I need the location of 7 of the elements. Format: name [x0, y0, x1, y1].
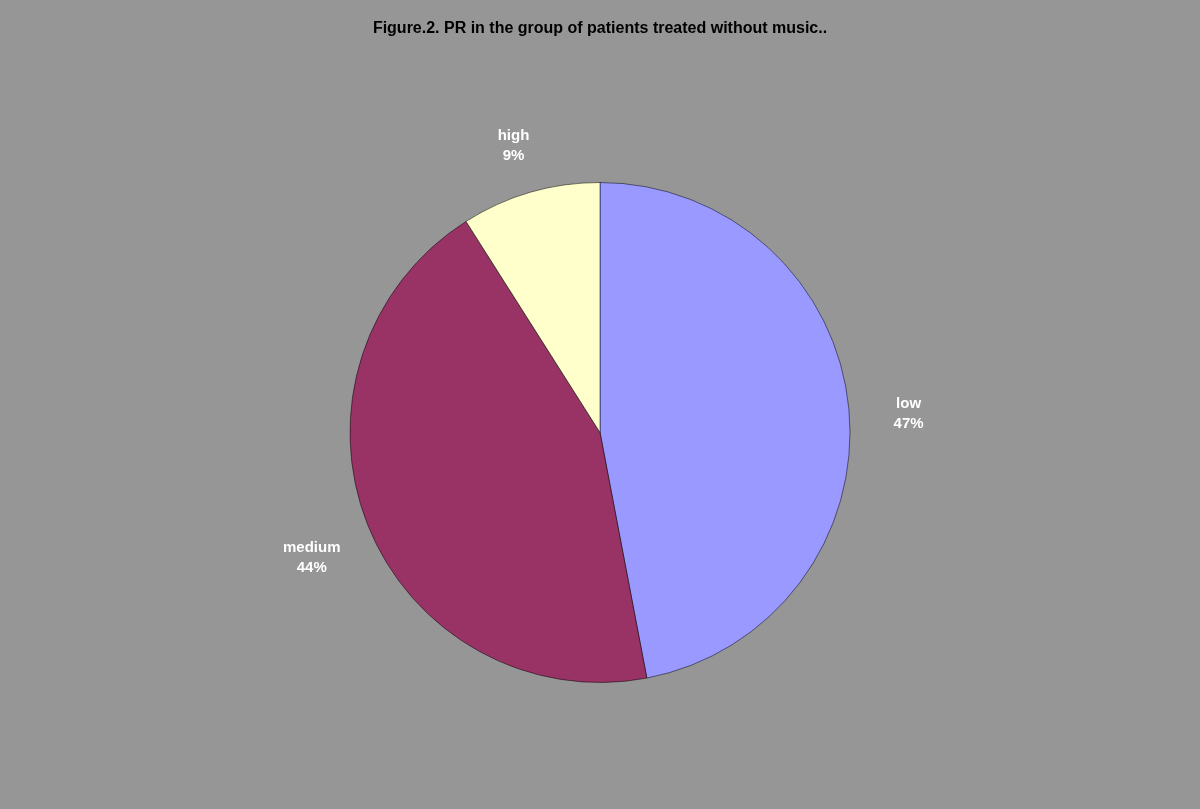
slice-label: medium	[283, 537, 341, 555]
data-label: 47%	[893, 414, 924, 432]
data-label: 9%	[502, 145, 525, 163]
chart-title: Figure.2. PR in the group of patients treated without music..	[372, 19, 828, 36]
slice-label: high	[497, 125, 530, 143]
data-label: 44%	[296, 557, 327, 575]
slice-label: low	[896, 394, 922, 412]
